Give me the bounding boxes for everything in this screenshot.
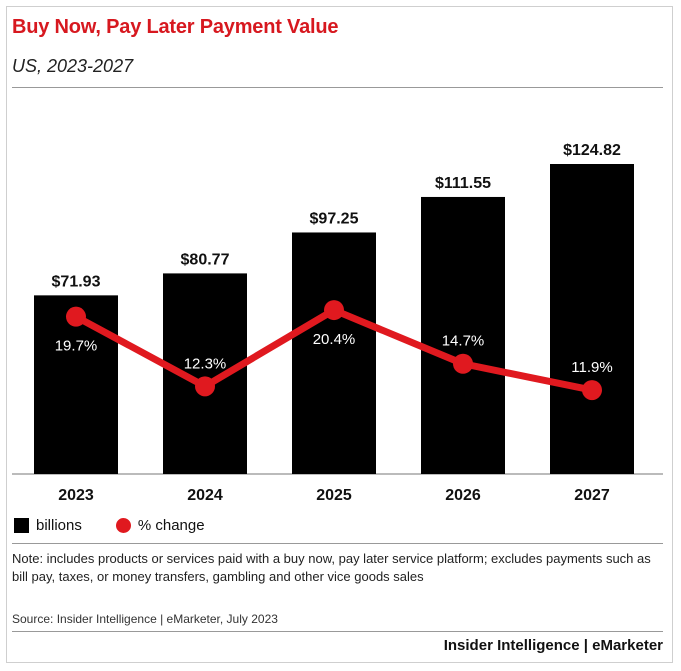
percent-change-point-2023 (66, 306, 86, 327)
percent-change-label-2025: 20.4% (313, 331, 356, 348)
bar-line-chart: $71.93 2023 $80.77 2024 $97.25 2025 $111.55 202… (12, 142, 663, 504)
legend: billions % change (14, 517, 205, 534)
percent-change-point-2024 (195, 376, 215, 397)
percent-change-point-2026 (453, 353, 473, 374)
x-tick-label-2025: 2025 (316, 487, 352, 504)
x-tick-label-2023: 2023 (58, 487, 94, 504)
percent-change-label-2026: 14.7% (442, 333, 485, 350)
x-tick-label-2024: 2024 (187, 487, 223, 504)
middle-divider (12, 543, 663, 544)
top-divider (12, 87, 663, 88)
chart-title: Buy Now, Pay Later Payment Value (12, 16, 339, 38)
percent-change-point-2025 (324, 300, 344, 321)
bar-value-label-2023: $71.93 (52, 273, 101, 290)
bar-value-label-2025: $97.25 (310, 210, 359, 227)
x-tick-label-2027: 2027 (574, 487, 610, 504)
chart-subtitle: US, 2023-2027 (12, 56, 134, 76)
legend-label-billions: billions (36, 517, 82, 534)
percent-change-point-2027 (582, 380, 602, 401)
percent-change-label-2024: 12.3% (184, 355, 227, 372)
brand-logo-text: Insider Intelligence | eMarketer (443, 637, 663, 654)
legend-swatch-change (115, 518, 131, 533)
legend-swatch-billions (14, 518, 29, 533)
percent-change-label-2023: 19.7% (55, 338, 98, 355)
chart-frame (6, 6, 673, 663)
bottom-divider (12, 631, 663, 632)
bar-2025 (292, 232, 376, 474)
bar-2027 (550, 164, 634, 474)
bar-value-label-2027: $124.82 (563, 142, 621, 159)
percent-change-label-2027: 11.9% (571, 359, 612, 376)
bar-value-label-2024: $80.77 (181, 251, 230, 268)
footnote: Note: includes products or services paid… (12, 551, 651, 584)
source-line: Source: Insider Intelligence | eMarketer… (12, 612, 278, 626)
bar-2026 (421, 196, 505, 474)
bar-value-label-2026: $111.55 (435, 175, 491, 192)
x-tick-label-2026: 2026 (445, 487, 481, 504)
legend-label-change: % change (137, 517, 205, 534)
